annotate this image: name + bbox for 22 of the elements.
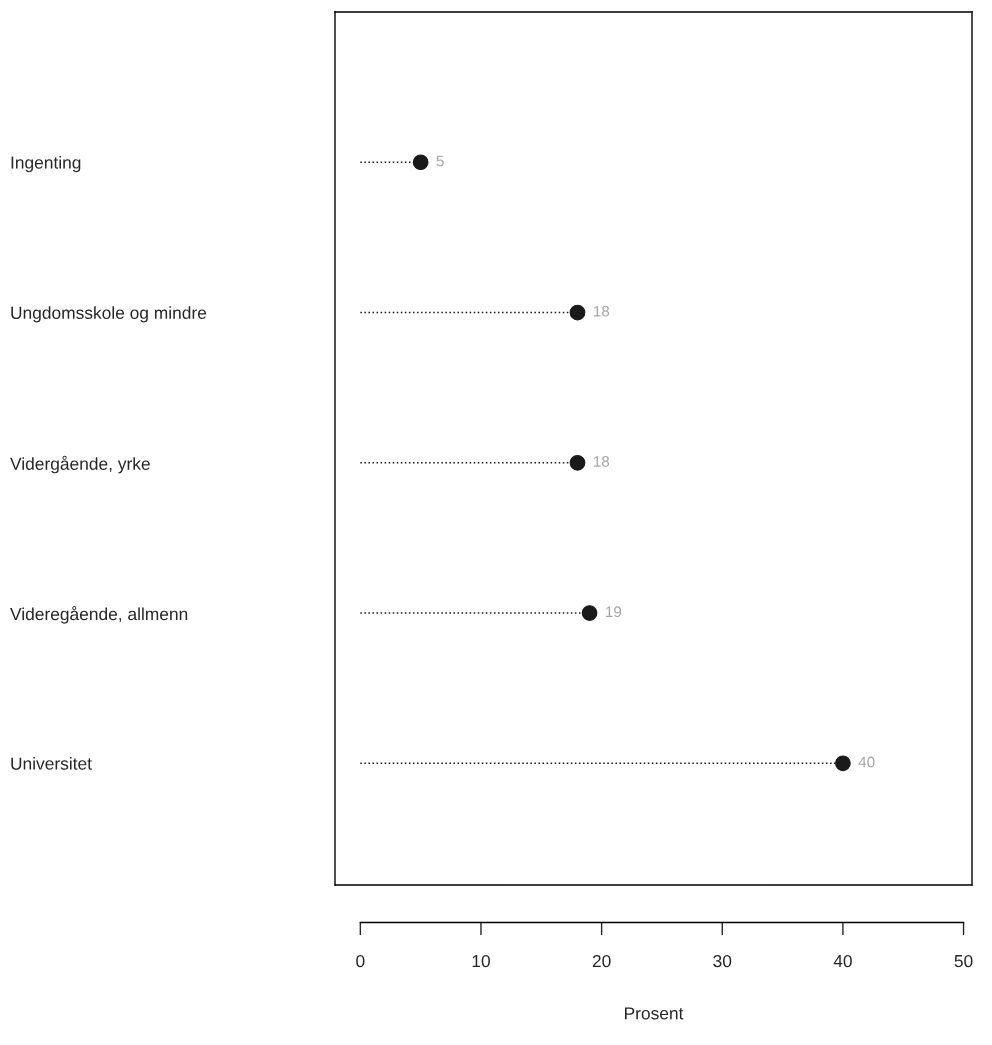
data-label: 18 — [593, 305, 610, 317]
data-label: 40 — [858, 756, 875, 768]
point — [412, 154, 429, 171]
x-axis-title: Prosent — [625, 1007, 684, 1020]
point — [569, 454, 586, 471]
x-tick-label: 0 — [356, 954, 365, 968]
point — [835, 755, 851, 772]
x-tick-label: 10 — [472, 954, 490, 968]
data-label: 5 — [436, 155, 444, 167]
y-tick-label: Universitet — [11, 757, 92, 770]
data-label: 18 — [593, 456, 610, 467]
x-tick-label: 50 — [954, 954, 973, 968]
x-tick-label: 20 — [592, 954, 611, 968]
point — [569, 304, 586, 321]
y-tick-label: Videregående, allmenn — [10, 606, 188, 624]
y-tick-label: Ingenting — [11, 155, 81, 173]
y-tick-label: Ungdomsskole og mindre — [11, 306, 207, 323]
x-tick-label: 40 — [833, 954, 852, 968]
y-tick-label: Vidergående, yrke — [10, 455, 150, 474]
data-label: 19 — [606, 606, 622, 618]
point — [581, 605, 598, 621]
x-tick-label: 30 — [713, 954, 732, 968]
